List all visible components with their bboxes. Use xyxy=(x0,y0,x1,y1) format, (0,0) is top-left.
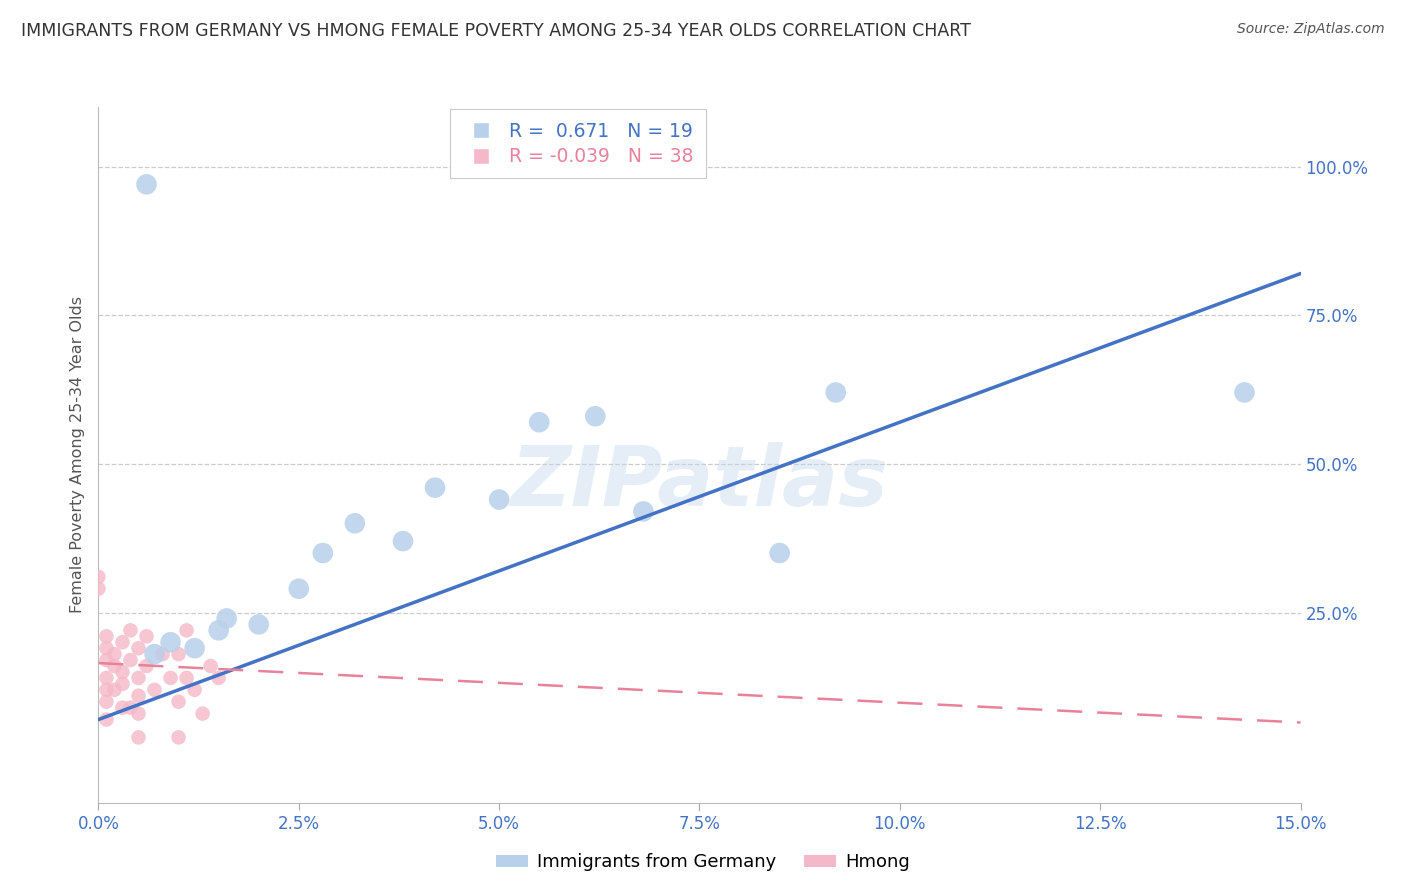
Point xyxy=(103,682,125,697)
Point xyxy=(1233,385,1256,400)
Point xyxy=(143,647,166,661)
Point xyxy=(111,677,134,691)
Point xyxy=(167,731,190,745)
Point xyxy=(343,516,366,531)
Point xyxy=(159,635,181,649)
Point xyxy=(312,546,335,560)
Point xyxy=(135,659,157,673)
Point xyxy=(423,481,446,495)
Legend: R =  0.671   N = 19, R = -0.039   N = 38: R = 0.671 N = 19, R = -0.039 N = 38 xyxy=(450,110,706,178)
Point xyxy=(200,659,222,673)
Point xyxy=(215,611,238,625)
Point xyxy=(128,641,150,656)
Point xyxy=(176,671,198,685)
Point xyxy=(96,653,118,667)
Point xyxy=(96,629,118,643)
Y-axis label: Female Poverty Among 25-34 Year Olds: Female Poverty Among 25-34 Year Olds xyxy=(69,296,84,614)
Point xyxy=(183,641,205,656)
Point xyxy=(87,570,110,584)
Point xyxy=(135,178,157,192)
Point xyxy=(159,671,181,685)
Point xyxy=(183,682,205,697)
Point xyxy=(167,695,190,709)
Point xyxy=(111,665,134,679)
Point xyxy=(96,695,118,709)
Text: Source: ZipAtlas.com: Source: ZipAtlas.com xyxy=(1237,22,1385,37)
Point xyxy=(633,504,655,518)
Point xyxy=(111,635,134,649)
Point xyxy=(87,582,110,596)
Point xyxy=(529,415,551,429)
Point xyxy=(392,534,415,549)
Point xyxy=(167,647,190,661)
Point xyxy=(120,624,142,638)
Point xyxy=(128,671,150,685)
Point xyxy=(176,624,198,638)
Point xyxy=(288,582,311,596)
Point xyxy=(135,629,157,643)
Point xyxy=(120,653,142,667)
Point xyxy=(128,706,150,721)
Point xyxy=(111,700,134,714)
Text: ZIPatlas: ZIPatlas xyxy=(510,442,889,524)
Point xyxy=(769,546,792,560)
Point xyxy=(103,647,125,661)
Point xyxy=(96,682,118,697)
Text: IMMIGRANTS FROM GERMANY VS HMONG FEMALE POVERTY AMONG 25-34 YEAR OLDS CORRELATIO: IMMIGRANTS FROM GERMANY VS HMONG FEMALE … xyxy=(21,22,972,40)
Point xyxy=(583,409,606,424)
Point xyxy=(128,731,150,745)
Point xyxy=(128,689,150,703)
Point xyxy=(488,492,510,507)
Point xyxy=(247,617,270,632)
Point xyxy=(208,624,231,638)
Point xyxy=(191,706,214,721)
Point xyxy=(824,385,846,400)
Point xyxy=(143,682,166,697)
Point xyxy=(96,713,118,727)
Point xyxy=(103,659,125,673)
Point xyxy=(208,671,231,685)
Legend: Immigrants from Germany, Hmong: Immigrants from Germany, Hmong xyxy=(489,847,917,879)
Point xyxy=(120,700,142,714)
Point xyxy=(152,647,174,661)
Point xyxy=(96,641,118,656)
Point xyxy=(96,671,118,685)
